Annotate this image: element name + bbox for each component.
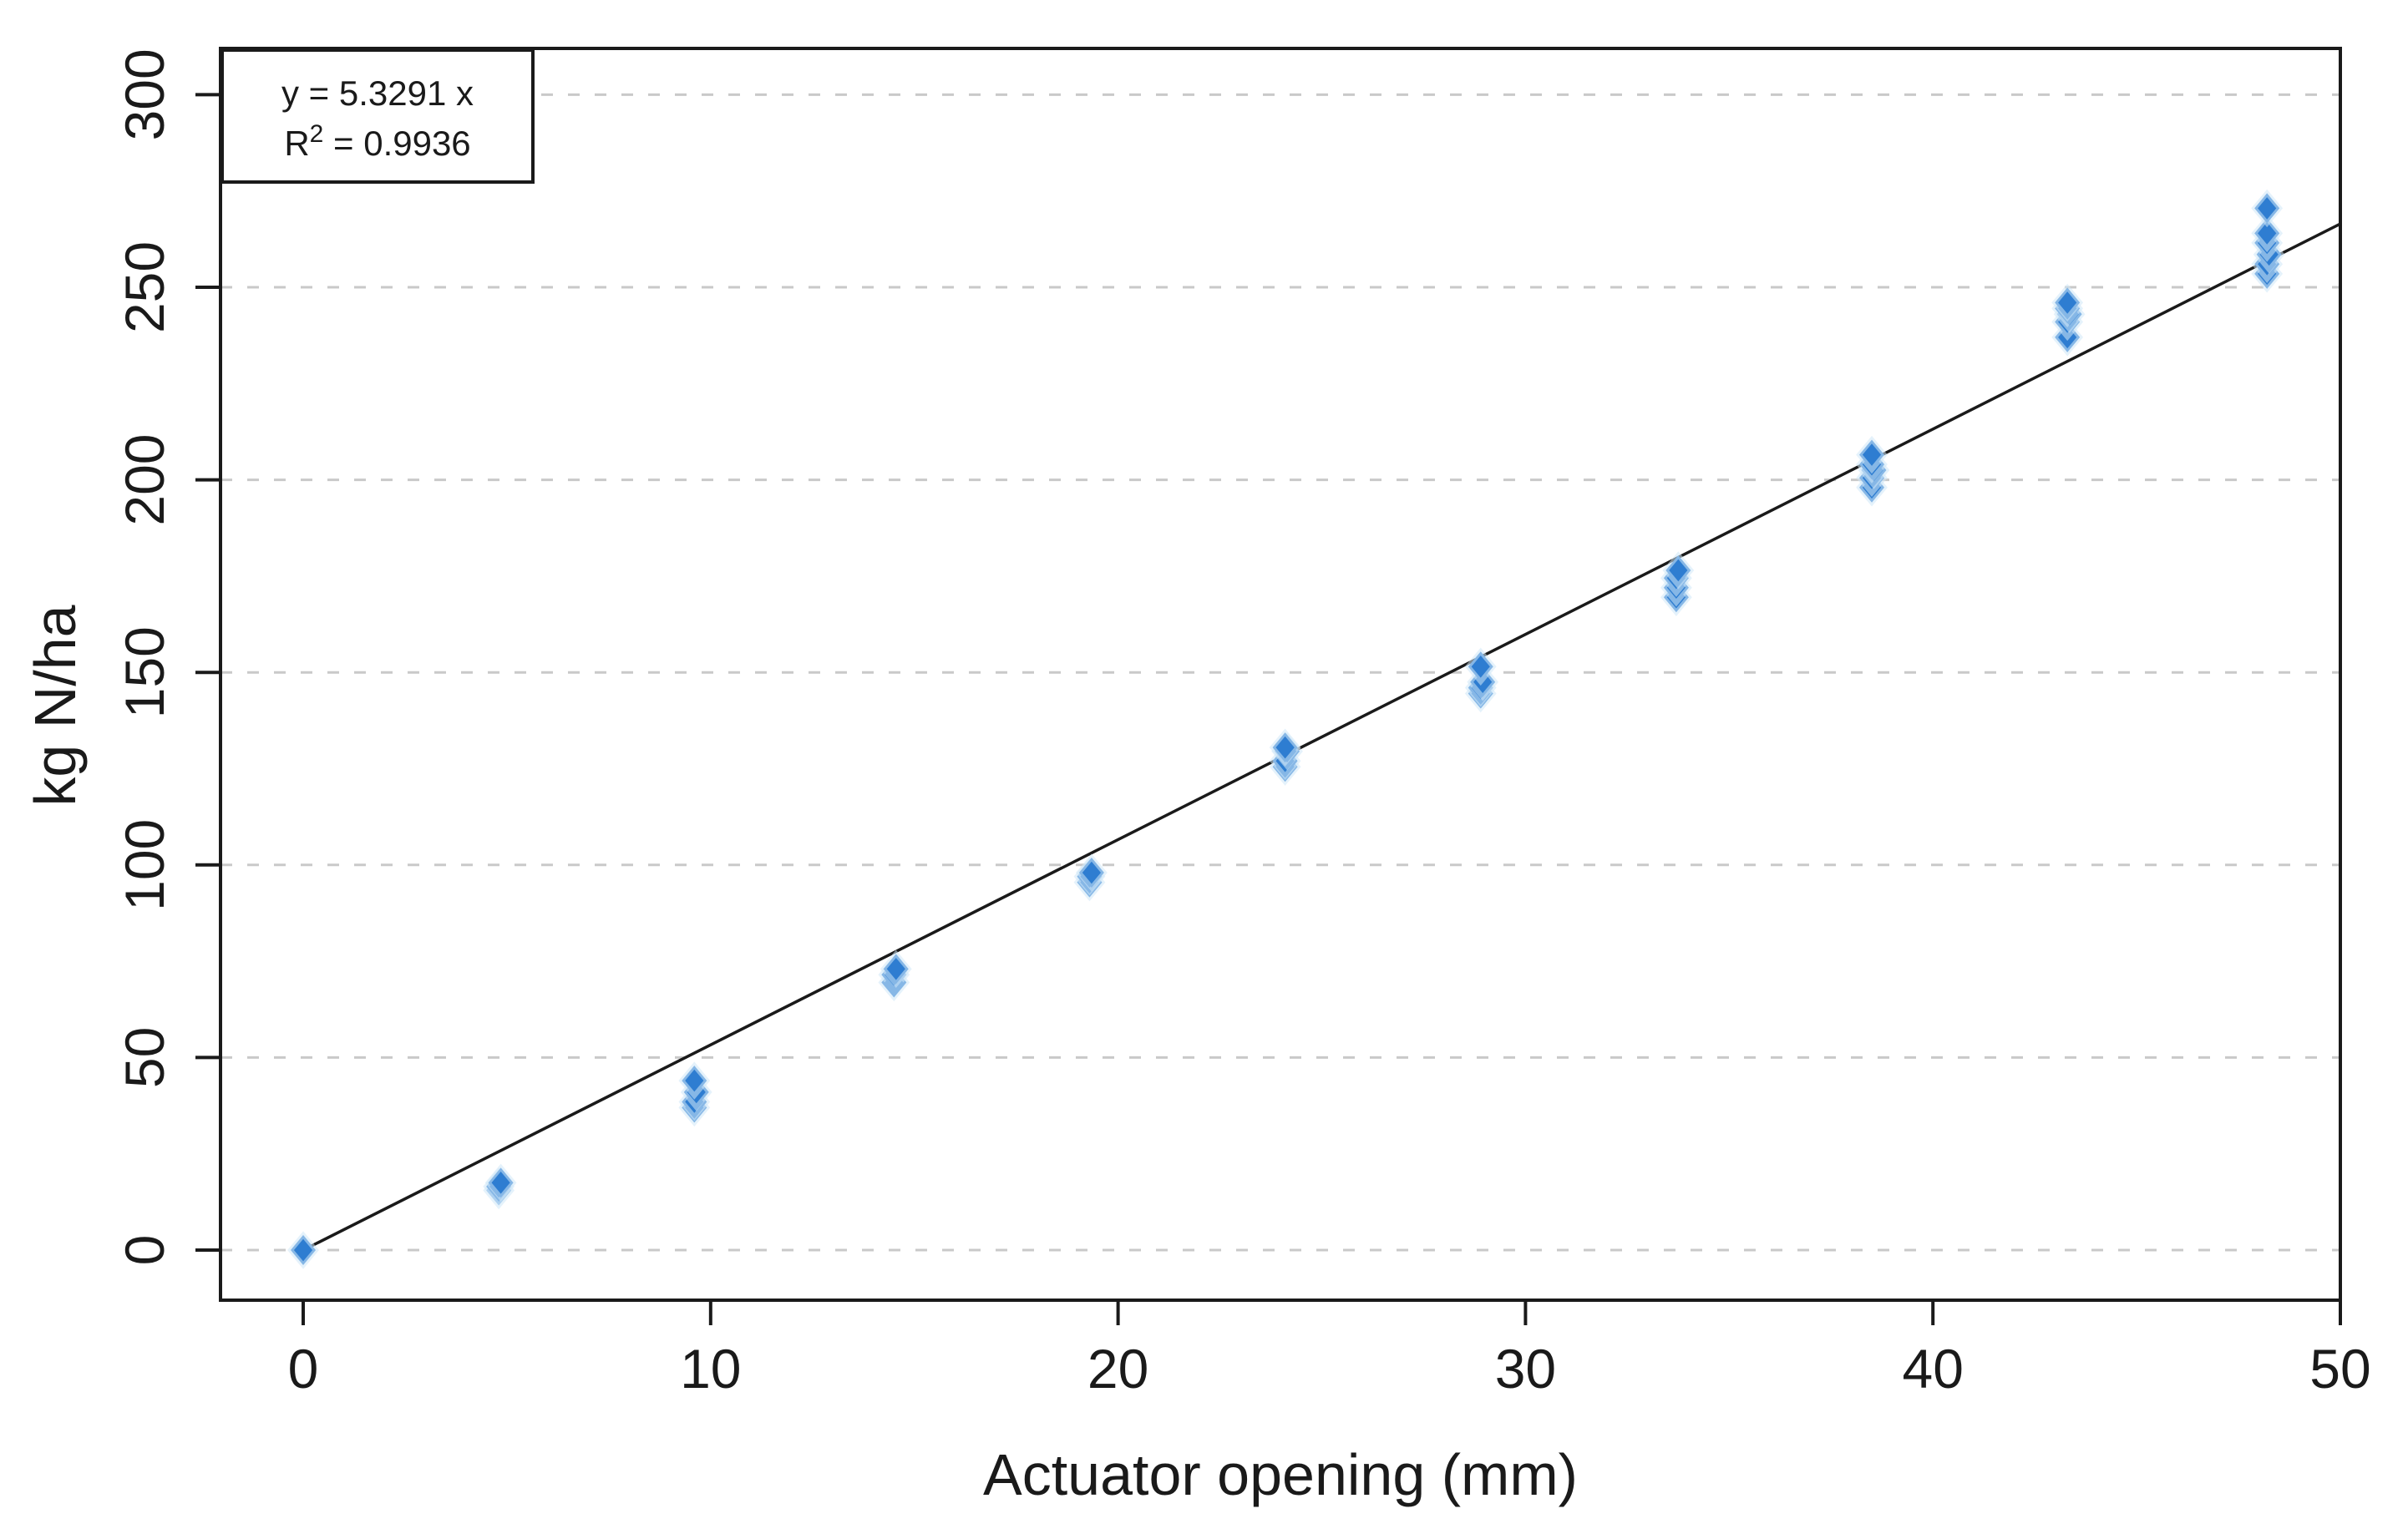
equation-line: y = 5.3291 x xyxy=(281,73,474,113)
gridlines-group xyxy=(221,93,2340,1252)
trend-line-group xyxy=(302,222,2341,1252)
y-tick-label: 50 xyxy=(114,1027,175,1088)
tick-labels-group: 0 10 20 30 40 50 0 50 100 150 200 250 300 xyxy=(114,48,2371,1400)
y-tick-label: 300 xyxy=(114,48,175,140)
x-tick-label: 40 xyxy=(1902,1338,1963,1400)
y-tick-label: 200 xyxy=(114,434,175,526)
y-tick-label: 0 xyxy=(114,1235,175,1266)
data-point xyxy=(1269,728,1301,767)
r-squared-line: R2 = 0.9936 xyxy=(284,120,470,163)
x-tick-label: 10 xyxy=(680,1338,741,1400)
y-tick-label: 150 xyxy=(114,626,175,718)
data-point xyxy=(1076,853,1108,892)
data-point xyxy=(484,1163,517,1202)
data-point xyxy=(1662,551,1695,590)
y-axis-title: kg N/ha xyxy=(23,605,88,806)
plot-border xyxy=(219,47,2342,1302)
equation-box-group: y = 5.3291 x R2 = 0.9936 xyxy=(221,48,535,184)
equation-box xyxy=(221,48,535,184)
y-tick-label: 100 xyxy=(114,819,175,911)
plot-border-group xyxy=(219,47,2342,1302)
x-axis-title: Actuator opening (mm) xyxy=(983,1442,1578,1507)
data-point xyxy=(2251,214,2284,253)
data-point xyxy=(880,949,912,989)
data-point xyxy=(1464,647,1497,686)
x-tick-label: 0 xyxy=(288,1338,319,1400)
data-point xyxy=(1856,435,1888,474)
y-tick-label: 250 xyxy=(114,241,175,333)
ticks-group xyxy=(195,93,2342,1325)
x-tick-label: 50 xyxy=(2309,1338,2370,1400)
data-point xyxy=(678,1061,711,1100)
trend-line xyxy=(302,222,2341,1252)
x-tick-label: 30 xyxy=(1495,1338,1556,1400)
data-point xyxy=(287,1231,319,1269)
data-points-group xyxy=(287,189,2285,1269)
data-point xyxy=(2051,283,2084,322)
data-point xyxy=(2251,189,2284,228)
x-tick-label: 20 xyxy=(1087,1338,1148,1400)
